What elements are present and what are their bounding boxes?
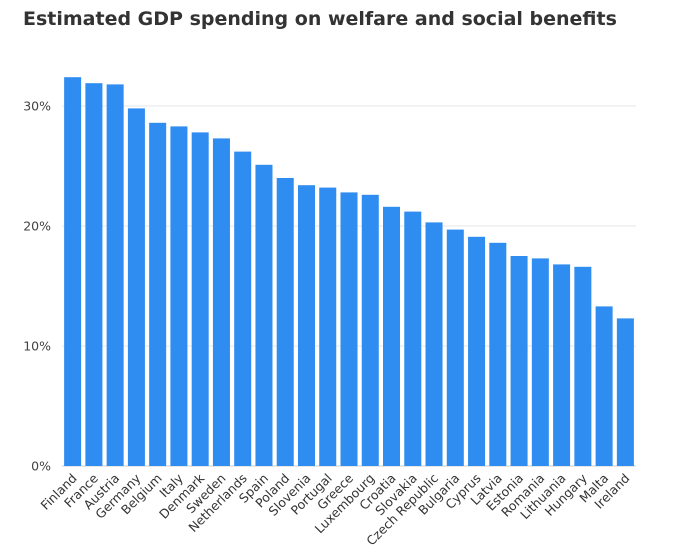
y-tick-label: 30% [23,99,51,114]
x-axis-category-labels: FinlandFranceAustriaGermanyBelgiumItalyD… [38,470,633,548]
bar-germany[interactable] [127,108,145,467]
bar-netherlands[interactable] [234,151,252,466]
bar-sweden[interactable] [212,138,230,466]
bar-denmark[interactable] [191,132,209,466]
bar-malta[interactable] [595,306,613,466]
bar-czech-republic[interactable] [425,222,443,466]
y-tick-label: 10% [23,339,51,354]
bar-poland[interactable] [276,178,294,466]
bar-spain[interactable] [255,164,273,467]
bar-slovenia[interactable] [297,185,315,466]
y-axis-tick-labels: 0% 10% 20% 30% [23,99,51,474]
bar-italy[interactable] [170,126,188,467]
bar-greece[interactable] [340,192,358,466]
bars [64,77,634,467]
y-tick-label: 0% [31,459,51,474]
bar-lithuania[interactable] [553,264,571,466]
bar-estonia[interactable] [510,256,528,466]
bar-portugal[interactable] [319,187,337,466]
bar-bulgaria[interactable] [446,229,464,466]
bar-cyprus[interactable] [468,236,486,466]
y-tick-label: 20% [23,219,51,234]
bar-finland[interactable] [64,77,82,466]
bar-france[interactable] [85,83,103,466]
bar-austria[interactable] [106,84,124,467]
bar-belgium[interactable] [149,122,167,467]
bar-slovakia[interactable] [404,211,422,466]
chart-title: Estimated GDP spending on welfare and so… [23,8,617,30]
bar-luxembourg[interactable] [361,194,379,467]
bar-croatia[interactable] [383,206,401,467]
bar-latvia[interactable] [489,242,507,466]
bar-romania[interactable] [531,258,549,466]
bar-hungary[interactable] [574,266,592,466]
bar-ireland[interactable] [616,318,634,466]
